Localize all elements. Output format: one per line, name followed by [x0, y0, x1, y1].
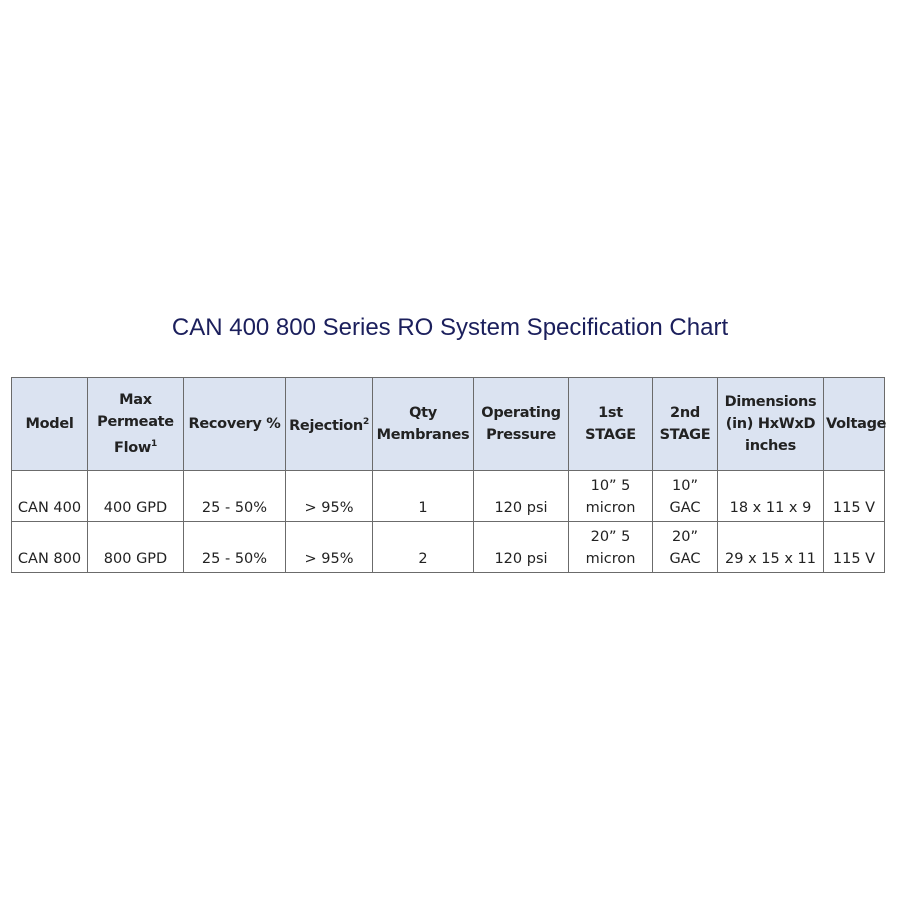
cell-voltage: 115 V	[823, 470, 885, 522]
cell-recovery: 25 - 50%	[183, 470, 286, 522]
cell-voltage: 115 V	[823, 521, 885, 573]
header-rejection: Rejection2	[285, 377, 373, 471]
table-row: CAN 400 400 GPD 25 - 50% > 95% 1 120 psi…	[11, 470, 885, 522]
header-max-permeate-flow: Max Permeate Flow1	[87, 377, 184, 471]
cell-1st-stage: 20” 5 micron	[568, 521, 653, 573]
cell-pressure: 120 psi	[473, 470, 569, 522]
cell-flow: 400 GPD	[87, 470, 184, 522]
header-dimensions: Dimensions (in) HxWxD inches	[717, 377, 824, 471]
header-1st-stage: 1st STAGE	[568, 377, 653, 471]
cell-2nd-stage: 10” GAC	[652, 470, 718, 522]
header-qty-membranes: Qty Membranes	[372, 377, 474, 471]
cell-rejection: > 95%	[285, 521, 373, 573]
spec-table: Model Max Permeate Flow1 Recovery % Reje…	[11, 377, 887, 573]
cell-dimensions: 29 x 15 x 11	[717, 521, 824, 573]
cell-membranes: 1	[372, 470, 474, 522]
cell-2nd-stage: 20” GAC	[652, 521, 718, 573]
header-row: Model Max Permeate Flow1 Recovery % Reje…	[11, 377, 887, 471]
header-voltage: Voltage	[823, 377, 887, 471]
cell-membranes: 2	[372, 521, 474, 573]
cell-model: CAN 800	[11, 521, 88, 573]
table-row: CAN 800 800 GPD 25 - 50% > 95% 2 120 psi…	[11, 521, 885, 573]
header-recovery: Recovery %	[183, 377, 286, 471]
cell-flow: 800 GPD	[87, 521, 184, 573]
header-model: Model	[11, 377, 88, 471]
cell-pressure: 120 psi	[473, 521, 569, 573]
cell-1st-stage: 10” 5 micron	[568, 470, 653, 522]
cell-rejection: > 95%	[285, 470, 373, 522]
header-2nd-stage: 2nd STAGE	[652, 377, 718, 471]
cell-recovery: 25 - 50%	[183, 521, 286, 573]
page-title: CAN 400 800 Series RO System Specificati…	[171, 314, 729, 341]
cell-model: CAN 400	[11, 470, 88, 522]
cell-dimensions: 18 x 11 x 9	[717, 470, 824, 522]
header-operating-pressure: Operating Pressure	[473, 377, 569, 471]
